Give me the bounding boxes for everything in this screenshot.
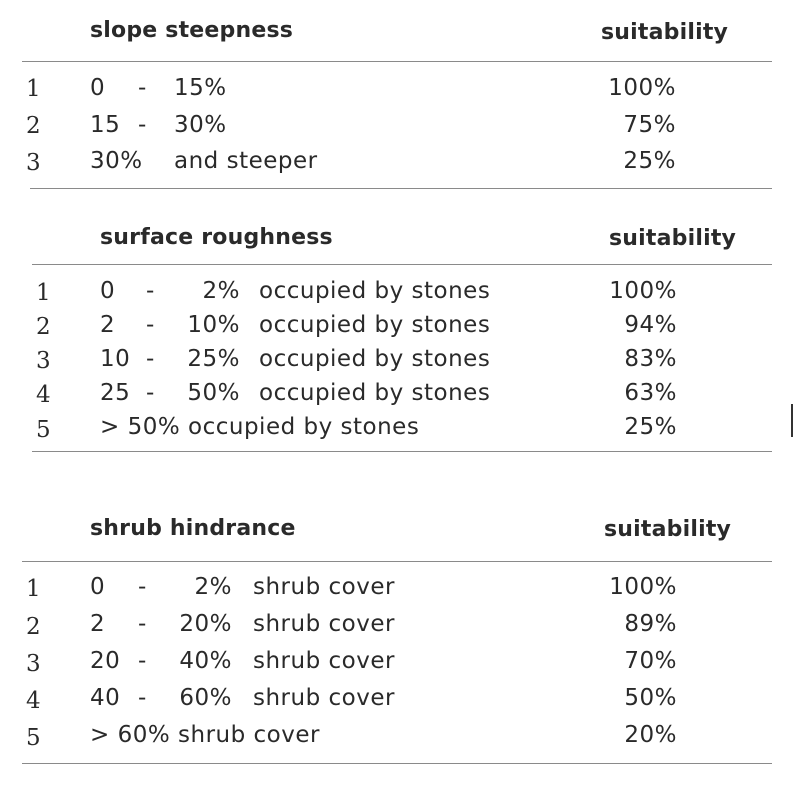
range-start: 10 — [100, 346, 131, 372]
range-dash: - — [146, 278, 155, 304]
header-rule — [22, 561, 772, 562]
suitability-value: 89% — [624, 611, 677, 637]
range-dash: - — [138, 112, 147, 138]
suitability-value: 100% — [609, 574, 677, 600]
suitability-value: 25% — [624, 414, 677, 440]
table-bottom-rule — [22, 763, 772, 764]
range-end: 25% — [187, 346, 240, 372]
table-bottom-rule — [32, 451, 772, 452]
row-description: occupied by stones — [259, 312, 491, 338]
table-title: surface roughness — [100, 225, 333, 250]
row-index: 3 — [36, 348, 51, 374]
suitability-value: 70% — [624, 648, 677, 674]
range-start: 0 — [90, 574, 106, 600]
range-dash: - — [146, 346, 155, 372]
row-index: 4 — [26, 688, 41, 714]
row-index: 1 — [36, 280, 51, 306]
table-bottom-rule — [30, 188, 772, 189]
row-index: 5 — [36, 417, 51, 443]
row-index: 1 — [26, 576, 41, 602]
row-description: shrub cover — [253, 611, 395, 637]
suitability-header: suitability — [604, 517, 732, 542]
suitability-value: 75% — [623, 112, 676, 138]
suitability-value: 25% — [623, 148, 676, 174]
row-description: shrub cover — [253, 574, 395, 600]
range-end: 15% — [174, 75, 227, 101]
row-index: 2 — [26, 614, 41, 640]
suitability-value: 100% — [608, 75, 676, 101]
range-start: 0 — [90, 75, 106, 101]
row-index: 2 — [36, 314, 51, 340]
range-dash: - — [138, 648, 147, 674]
range-start: 2 — [100, 312, 116, 338]
suitability-value: 63% — [624, 380, 677, 406]
range-end: 50% — [187, 380, 240, 406]
range-dash: - — [146, 380, 155, 406]
row-index: 5 — [26, 725, 41, 751]
range-description: > 60% shrub cover — [90, 722, 320, 748]
range-dash: - — [146, 312, 155, 338]
table-title: slope steepness — [90, 18, 294, 43]
row-index: 2 — [26, 113, 41, 139]
range-start: 2 — [90, 611, 106, 637]
range-start: 40 — [90, 685, 121, 711]
row-description: shrub cover — [253, 648, 395, 674]
range-end: 40% — [179, 648, 232, 674]
range-dash: - — [138, 574, 147, 600]
range-end: 2% — [194, 574, 232, 600]
suitability-value: 20% — [624, 722, 677, 748]
suitability-header: suitability — [609, 226, 737, 251]
table-title: shrub hindrance — [90, 516, 296, 541]
range-dash: - — [138, 685, 147, 711]
range-start: 20 — [90, 648, 121, 674]
range-start: 0 — [100, 278, 116, 304]
row-index: 4 — [36, 382, 51, 408]
header-rule — [22, 61, 772, 62]
row-description: occupied by stones — [259, 346, 491, 372]
range-start: 30% — [90, 148, 143, 174]
range-start: 15 — [90, 112, 121, 138]
range-description: > 50% occupied by stones — [100, 414, 420, 440]
suitability-value: 50% — [624, 685, 677, 711]
row-description: occupied by stones — [259, 380, 491, 406]
suitability-header: suitability — [601, 20, 729, 45]
row-index: 3 — [26, 651, 41, 677]
range-end: and steeper — [174, 148, 318, 174]
row-description: occupied by stones — [259, 278, 491, 304]
row-index: 3 — [26, 150, 41, 176]
range-end: 30% — [174, 112, 227, 138]
suitability-value: 100% — [609, 278, 677, 304]
header-rule — [32, 264, 772, 265]
scan-mark — [791, 404, 793, 437]
row-index: 1 — [26, 76, 41, 102]
range-dash: - — [138, 611, 147, 637]
range-end: 10% — [187, 312, 240, 338]
range-end: 2% — [202, 278, 240, 304]
range-end: 60% — [179, 685, 232, 711]
row-description: shrub cover — [253, 685, 395, 711]
range-dash: - — [138, 75, 147, 101]
suitability-value: 83% — [624, 346, 677, 372]
range-start: 25 — [100, 380, 131, 406]
suitability-value: 94% — [624, 312, 677, 338]
range-end: 20% — [179, 611, 232, 637]
